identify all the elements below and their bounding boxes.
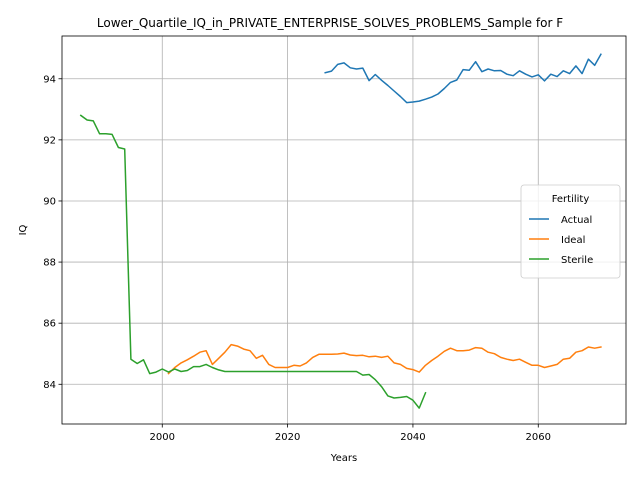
y-axis-label: IQ <box>18 224 29 235</box>
legend-entry-ideal: Ideal <box>561 235 585 246</box>
legend-entry-actual: Actual <box>561 215 592 226</box>
legend-box <box>520 184 621 279</box>
y-tick-label: 86 <box>43 319 56 330</box>
x-tick-label: 2020 <box>275 432 300 443</box>
y-tick-label: 92 <box>43 135 56 146</box>
y-tick-label: 88 <box>43 258 56 269</box>
series-lines <box>79 53 602 409</box>
y-tick-label: 94 <box>43 74 56 85</box>
y-tick-label: 90 <box>43 196 56 207</box>
legend-entry-sterile: Sterile <box>561 255 593 266</box>
series-line-actual <box>324 53 602 104</box>
legend: Fertility Actual Ideal Sterile <box>520 184 621 279</box>
y-tick-label: 84 <box>43 380 56 391</box>
series-line-ideal <box>167 343 602 375</box>
legend-title: Fertility <box>552 194 590 205</box>
x-tick-label: 2000 <box>150 432 175 443</box>
axis-ticks: 2000 2020 2040 2060 84 86 88 90 92 94 <box>43 74 551 443</box>
series-line-sterile <box>79 114 427 409</box>
chart-title: Lower_Quartile_IQ_in_PRIVATE_ENTERPRISE_… <box>97 16 563 30</box>
x-axis-label: Years <box>330 453 357 464</box>
x-tick-label: 2060 <box>526 432 551 443</box>
plot-frame <box>61 35 627 425</box>
x-tick-label: 2040 <box>400 432 425 443</box>
